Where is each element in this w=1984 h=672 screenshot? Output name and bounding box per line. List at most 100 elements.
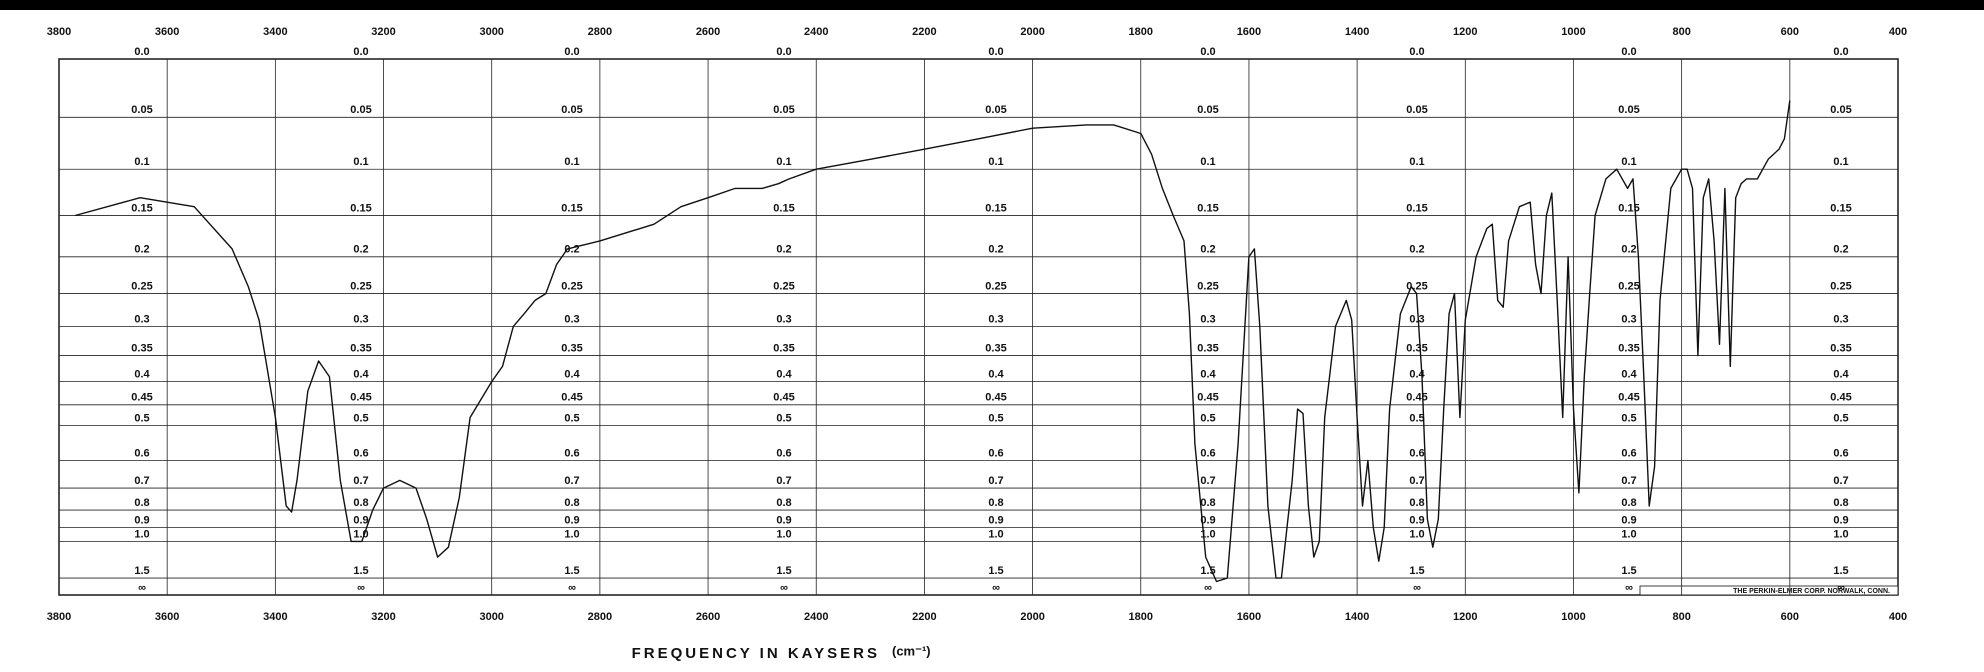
x-tick-label: 1800	[1129, 26, 1153, 38]
y-tick-label: 1.5	[1200, 565, 1215, 577]
x-axis-unit: (cm⁻¹)	[892, 643, 931, 658]
y-tick-label: 0.15	[350, 202, 371, 214]
y-tick-label: 1.0	[776, 528, 791, 540]
y-tick-label: 0.5	[353, 412, 368, 424]
y-tick-label: 0.8	[776, 497, 791, 509]
y-tick-label: ∞	[992, 582, 1000, 594]
y-tick-label: 0.25	[773, 280, 794, 292]
y-tick-label: 0.5	[134, 412, 149, 424]
y-tick-label: 0.6	[1409, 447, 1424, 459]
y-tick-label: 0.7	[564, 475, 579, 487]
x-tick-label: 1200	[1453, 26, 1477, 38]
y-tick-label: 0.0	[1200, 46, 1215, 58]
x-tick-label: 3600	[155, 26, 179, 38]
x-tick-label: 1000	[1561, 611, 1585, 623]
y-tick-label: 0.6	[1621, 447, 1636, 459]
x-tick-label: 1400	[1345, 26, 1369, 38]
y-tick-label: 0.15	[1618, 202, 1639, 214]
y-tick-label: 0.2	[776, 244, 791, 256]
y-tick-label: 0.9	[1409, 514, 1424, 526]
y-tick-label: 0.4	[564, 369, 580, 381]
x-tick-label: 600	[1781, 26, 1799, 38]
y-tick-label: 0.6	[564, 447, 579, 459]
y-tick-label: 0.25	[1197, 280, 1218, 292]
y-tick-label: 0.8	[1200, 497, 1215, 509]
y-tick-label: 0.8	[1409, 497, 1424, 509]
y-tick-label: 0.6	[353, 447, 368, 459]
y-tick-label: 0.7	[134, 475, 149, 487]
y-tick-label: 0.0	[564, 46, 579, 58]
y-tick-label: 0.1	[1833, 156, 1848, 168]
y-tick-label: 0.0	[776, 46, 791, 58]
y-tick-label: 1.5	[1621, 565, 1636, 577]
y-tick-label: 0.45	[350, 392, 371, 404]
y-tick-label: 0.3	[134, 313, 149, 325]
y-tick-label: 1.5	[564, 565, 579, 577]
y-tick-label: 0.4	[1833, 369, 1849, 381]
y-tick-label: 0.4	[134, 369, 150, 381]
y-tick-label: 1.0	[988, 528, 1003, 540]
note: THE PERKIN-ELMER CORP. NORWALK, CONN.	[1733, 588, 1890, 595]
y-tick-label: 0.0	[1833, 46, 1848, 58]
x-tick-label: 2200	[912, 26, 936, 38]
y-tick-label: 0.4	[1200, 369, 1216, 381]
y-tick-label: 0.6	[1833, 447, 1848, 459]
y-tick-label: 0.35	[1618, 342, 1639, 354]
y-tick-label: 0.1	[353, 156, 368, 168]
y-tick-label: 0.2	[1833, 244, 1848, 256]
y-tick-label: 1.5	[134, 565, 149, 577]
y-tick-label: 0.9	[1833, 514, 1848, 526]
x-tick-label: 2800	[588, 611, 612, 623]
y-tick-label: 1.0	[564, 528, 579, 540]
y-tick-label: 0.35	[561, 342, 582, 354]
x-tick-label: 2600	[696, 611, 720, 623]
y-tick-label: 0.05	[773, 104, 794, 116]
y-tick-label: 0.3	[988, 313, 1003, 325]
spectrum-line	[75, 100, 1791, 583]
x-tick-label: 3400	[263, 611, 287, 623]
x-tick-label: 1400	[1345, 611, 1369, 623]
y-tick-label: 0.45	[561, 392, 582, 404]
y-tick-label: 0.6	[1200, 447, 1215, 459]
y-tick-label: 0.25	[350, 280, 371, 292]
y-tick-label: 0.0	[1621, 46, 1636, 58]
y-tick-label: 0.25	[985, 280, 1006, 292]
y-tick-label: 0.6	[776, 447, 791, 459]
y-tick-label: 0.15	[1830, 202, 1851, 214]
y-tick-label: 0.05	[561, 104, 582, 116]
y-tick-label: 0.6	[988, 447, 1003, 459]
y-tick-label: 0.45	[985, 392, 1006, 404]
y-tick-label: 0.2	[353, 244, 368, 256]
y-tick-label: 1.5	[988, 565, 1003, 577]
y-tick-label: 1.0	[1833, 528, 1848, 540]
x-tick-label: 3200	[371, 611, 395, 623]
y-tick-label: 0.8	[1621, 497, 1636, 509]
y-tick-label: 0.3	[1833, 313, 1848, 325]
y-tick-label: 0.8	[988, 497, 1003, 509]
y-tick-label: 0.05	[1830, 104, 1851, 116]
y-tick-label: 0.8	[1833, 497, 1848, 509]
x-tick-label: 2600	[696, 26, 720, 38]
x-tick-label: 2800	[588, 26, 612, 38]
y-tick-label: 0.2	[1200, 244, 1215, 256]
y-tick-label: 0.5	[776, 412, 791, 424]
x-tick-label: 400	[1889, 611, 1907, 623]
y-tick-label: 0.4	[988, 369, 1004, 381]
y-tick-label: 1.0	[134, 528, 149, 540]
x-tick-label: 1600	[1237, 611, 1261, 623]
y-tick-label: 0.2	[1409, 244, 1424, 256]
y-tick-label: 0.9	[134, 514, 149, 526]
y-tick-label: 0.2	[134, 244, 149, 256]
x-tick-label: 3000	[479, 611, 503, 623]
y-tick-label: 0.25	[131, 280, 152, 292]
x-tick-label: 2400	[804, 26, 828, 38]
y-tick-label: 1.0	[1409, 528, 1424, 540]
y-tick-label: 0.8	[564, 497, 579, 509]
y-tick-label: 0.15	[1406, 202, 1427, 214]
y-tick-label: 1.5	[776, 565, 791, 577]
y-tick-label: 0.35	[985, 342, 1006, 354]
x-tick-label: 3600	[155, 611, 179, 623]
x-tick-label: 800	[1672, 611, 1690, 623]
x-tick-label: 3000	[479, 26, 503, 38]
